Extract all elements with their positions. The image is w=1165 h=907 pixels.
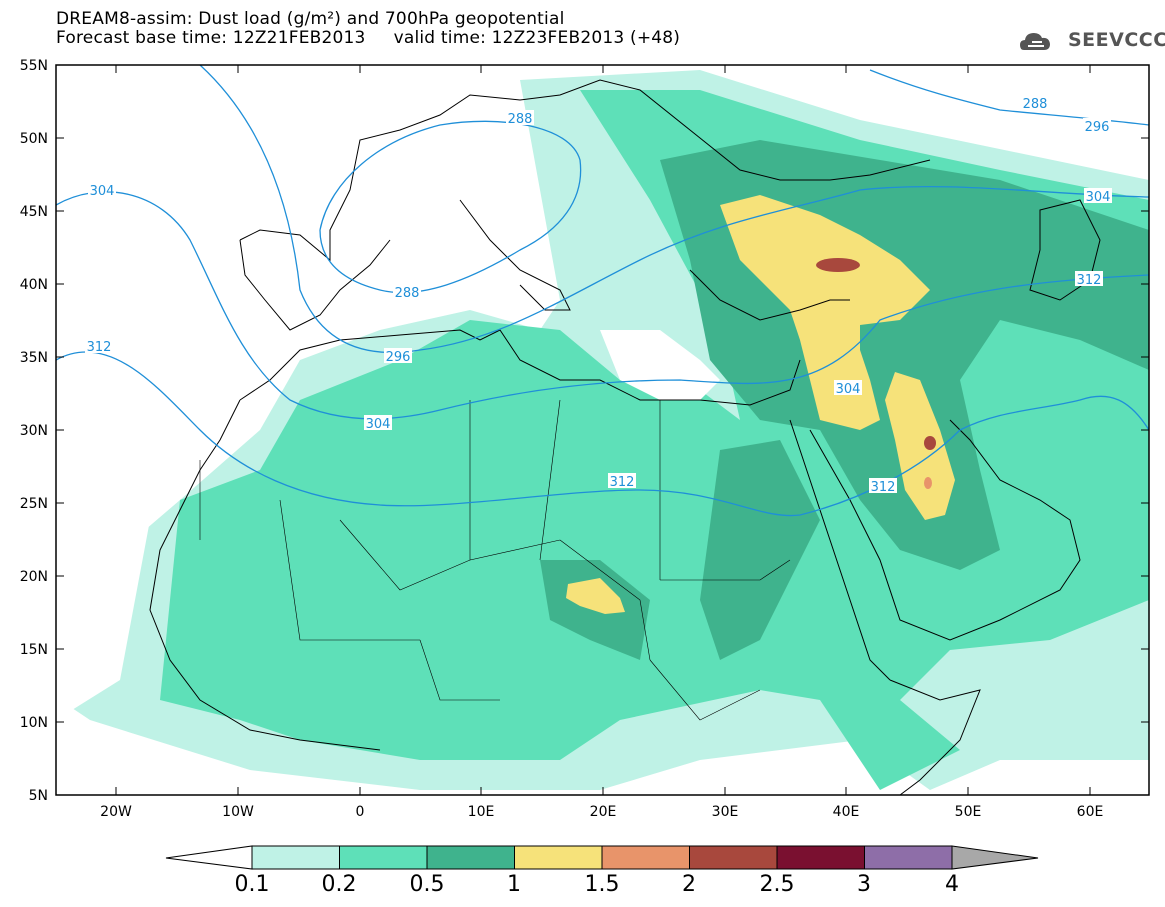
contour-label: 304 [1086,190,1111,205]
lat-label: 45N [20,204,48,220]
contour-304 [56,191,1149,420]
colorbar [165,845,1039,870]
lat-label: 10N [20,715,48,731]
latitude-labels: 55N 50N 45N 40N 35N 30N 25N 20N 15N 10N … [20,58,48,804]
colorbar-over-arrow [951,845,1039,870]
contour-288-west [319,120,582,294]
colorbar-tick: 2 [682,872,696,897]
lon-label: 50E [955,804,982,820]
lat-label: 25N [20,496,48,512]
lat-label: 35N [20,350,48,366]
colorbar-swatch [514,845,603,870]
lat-label: 15N [20,642,48,658]
contour-296 [199,65,1149,354]
colorbar-swatch [339,845,428,870]
contour-label: 312 [610,475,635,490]
colorbar-tick: 3 [857,872,871,897]
dust-level-1 [566,578,625,614]
colorbar-swatch [776,845,865,870]
coastlines [149,79,1101,795]
coastline-italy [459,199,571,311]
coastline-red-sea [789,419,891,681]
colorbar-tick: 0.2 [321,872,357,897]
colorbar-swatch [251,845,340,870]
dust-level-1.5 [924,477,932,489]
lat-label: 55N [20,58,48,74]
lon-label: 30E [712,804,739,820]
contour-288-east [869,69,1149,126]
lon-label: 20E [590,804,617,820]
lon-label: 20W [100,804,132,820]
colorbar-swatch [601,845,690,870]
dust-fields [56,70,1149,790]
lon-label: 10W [222,804,254,820]
colorbar-swatch [426,845,515,870]
contour-label: 288 [508,112,533,127]
coastline-iberia [239,239,391,331]
lon-label: 40E [833,804,860,820]
lat-label: 30N [20,423,48,439]
lat-label: 50N [20,131,48,147]
lat-label: 20N [20,569,48,585]
coastline-caspian [1029,199,1101,301]
colorbar-tick: 4 [945,872,959,897]
cloud-icon [1020,33,1050,50]
map-subtitle: Forecast base time: 12Z21FEB2013 valid t… [56,28,681,48]
longitude-labels: 20W 10W 0 10E 20E 30E 40E 50E 60E [100,804,1103,820]
logo-text: SEEVCCC [1068,29,1165,51]
colorbar-under-arrow [165,845,253,870]
contour-312 [56,351,1149,517]
geopotential-contours [56,65,1149,517]
contour-label: 312 [1077,273,1102,288]
colorbar-tick: 2.5 [759,872,795,897]
axis-ticks [56,64,1149,795]
colorbar-swatch [864,845,953,870]
dust-level-1 [720,195,930,430]
coastline-europe [239,79,931,262]
contour-label: 304 [366,417,391,432]
clear-patch [600,330,720,400]
coastline-west-africa [149,399,381,751]
lon-label: 0 [356,804,365,820]
colorbar-tick: 0.1 [234,872,270,897]
dust-level-1 [885,372,955,520]
contour-label: 296 [1085,120,1110,135]
dust-level-1.5 [816,258,860,272]
coastline-turkey [689,269,850,321]
contour-label: 296 [386,350,411,365]
contour-label: 304 [836,382,861,397]
coastline-arabia [809,419,1081,641]
colorbar-swatch [689,845,778,870]
lat-label: 5N [29,788,48,804]
dust-level-1.5 [924,436,936,450]
colorbar-tick: 1 [507,872,521,897]
contour-label: 288 [1023,97,1048,112]
map-title: DREAM8-assim: Dust load (g/m²) and 700hP… [56,9,565,29]
contour-label: 312 [87,340,112,355]
borders [199,399,791,721]
contour-labels: 288 288 288 296 296 304 304 304 304 312 … [85,95,1112,495]
contour-label: 288 [395,286,420,301]
lon-label: 10E [468,804,495,820]
coastline-horn [889,679,981,795]
coastline-north-africa [239,329,801,406]
colorbar-tick: 0.5 [409,872,445,897]
contour-label: 312 [871,480,896,495]
lon-label: 60E [1077,804,1104,820]
clear-patch [56,520,150,720]
contour-label: 304 [90,184,115,199]
lat-label: 40N [20,277,48,293]
colorbar-tick: 1.5 [584,872,620,897]
dust-level-0.5 [700,440,820,660]
